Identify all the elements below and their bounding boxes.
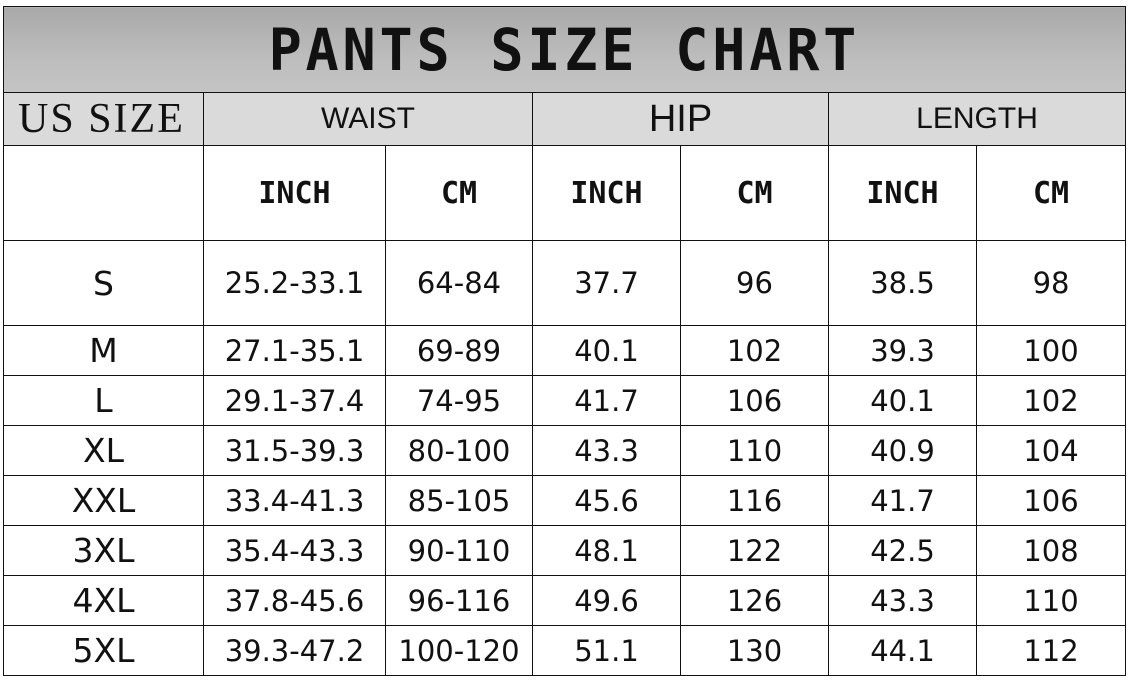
- waist-cm-cell: 80-100: [385, 425, 533, 476]
- waist-header: WAIST: [203, 92, 533, 146]
- waist-inch-cell: 29.1-37.4: [203, 375, 386, 426]
- size-cell: S: [3, 240, 204, 326]
- group-header-row: US SIZE WAIST HIP LENGTH: [3, 92, 1127, 146]
- size-cell: M: [3, 325, 204, 376]
- waist-cm-header: CM: [385, 145, 533, 241]
- hip-inch-cell: 48.1: [532, 525, 681, 576]
- size-chart-table: PANTS SIZE CHART US SIZE WAIST HIP LENGT…: [2, 6, 1127, 676]
- waist-cm-cell: 64-84: [385, 240, 533, 326]
- us-size-header: US SIZE: [3, 92, 204, 146]
- hip-inch-cell: 51.1: [532, 625, 681, 676]
- chart-title-text: PANTS SIZE CHART: [268, 15, 861, 84]
- hip-inch-cell: 37.7: [532, 240, 681, 326]
- table-row: M 27.1-35.1 69-89 40.1 102 39.3 100: [3, 325, 1127, 376]
- hip-inch-cell: 40.1: [532, 325, 681, 376]
- hip-cm-header: CM: [680, 145, 829, 241]
- size-cell: XXL: [3, 475, 204, 526]
- waist-inch-header: INCH: [203, 145, 386, 241]
- length-inch-cell: 43.3: [828, 575, 977, 626]
- length-cm-cell: 110: [975, 575, 1127, 626]
- waist-cm-cell: 69-89: [385, 325, 533, 376]
- size-cell: 4XL: [3, 575, 204, 626]
- waist-cm-cell: 90-110: [385, 525, 533, 576]
- hip-cm-cell: 130: [680, 625, 829, 676]
- table-row: S 25.2-33.1 64-84 37.7 96 38.5 98: [3, 240, 1127, 326]
- table-row: 5XL 39.3-47.2 100-120 51.1 130 44.1 112: [3, 625, 1127, 676]
- waist-cm-cell: 96-116: [385, 575, 533, 626]
- table-row: XXL 33.4-41.3 85-105 45.6 116 41.7 106: [3, 475, 1127, 526]
- size-cell: L: [3, 375, 204, 426]
- length-header: LENGTH: [827, 92, 1127, 146]
- hip-cm-cell: 126: [680, 575, 829, 626]
- hip-inch-cell: 45.6: [532, 475, 681, 526]
- hip-inch-cell: 49.6: [532, 575, 681, 626]
- chart-title: PANTS SIZE CHART: [2, 6, 1127, 93]
- waist-cm-cell: 100-120: [385, 625, 533, 676]
- size-cell: 3XL: [3, 525, 204, 576]
- length-inch-cell: 40.9: [828, 425, 977, 476]
- table-row: 3XL 35.4-43.3 90-110 48.1 122 42.5 108: [3, 525, 1127, 576]
- length-cm-cell: 100: [975, 325, 1127, 376]
- hip-cm-cell: 122: [680, 525, 829, 576]
- length-cm-cell: 108: [975, 525, 1127, 576]
- length-inch-cell: 39.3: [828, 325, 977, 376]
- size-cell: XL: [3, 425, 204, 476]
- empty-cell: [3, 145, 204, 241]
- waist-inch-cell: 37.8-45.6: [203, 575, 386, 626]
- length-cm-cell: 112: [975, 625, 1127, 676]
- waist-inch-cell: 33.4-41.3: [203, 475, 386, 526]
- length-cm-cell: 98: [975, 240, 1127, 326]
- length-cm-cell: 104: [975, 425, 1127, 476]
- length-cm-cell: 106: [975, 475, 1127, 526]
- waist-inch-cell: 31.5-39.3: [203, 425, 386, 476]
- length-inch-cell: 41.7: [828, 475, 977, 526]
- length-inch-header: INCH: [828, 145, 977, 241]
- hip-inch-header: INCH: [532, 145, 681, 241]
- length-inch-cell: 38.5: [828, 240, 977, 326]
- unit-header-row: INCH CM INCH CM INCH CM: [3, 145, 1127, 241]
- length-cm-header: CM: [975, 145, 1127, 241]
- length-cm-cell: 102: [975, 375, 1127, 426]
- title-row: PANTS SIZE CHART: [2, 6, 1127, 93]
- hip-cm-cell: 106: [680, 375, 829, 426]
- waist-cm-cell: 85-105: [385, 475, 533, 526]
- size-cell: 5XL: [3, 625, 204, 676]
- waist-inch-cell: 39.3-47.2: [203, 625, 386, 676]
- waist-inch-cell: 25.2-33.1: [203, 240, 386, 326]
- hip-inch-cell: 41.7: [532, 375, 681, 426]
- table-row: XL 31.5-39.3 80-100 43.3 110 40.9 104: [3, 425, 1127, 476]
- table-row: L 29.1-37.4 74-95 41.7 106 40.1 102: [3, 375, 1127, 426]
- hip-cm-cell: 116: [680, 475, 829, 526]
- hip-cm-cell: 102: [680, 325, 829, 376]
- hip-header: HIP: [532, 92, 829, 146]
- length-inch-cell: 40.1: [828, 375, 977, 426]
- hip-cm-cell: 96: [680, 240, 829, 326]
- waist-inch-cell: 35.4-43.3: [203, 525, 386, 576]
- table-row: 4XL 37.8-45.6 96-116 49.6 126 43.3 110: [3, 575, 1127, 626]
- hip-cm-cell: 110: [680, 425, 829, 476]
- hip-inch-cell: 43.3: [532, 425, 681, 476]
- waist-inch-cell: 27.1-35.1: [203, 325, 386, 376]
- length-inch-cell: 42.5: [828, 525, 977, 576]
- length-inch-cell: 44.1: [828, 625, 977, 676]
- waist-cm-cell: 74-95: [385, 375, 533, 426]
